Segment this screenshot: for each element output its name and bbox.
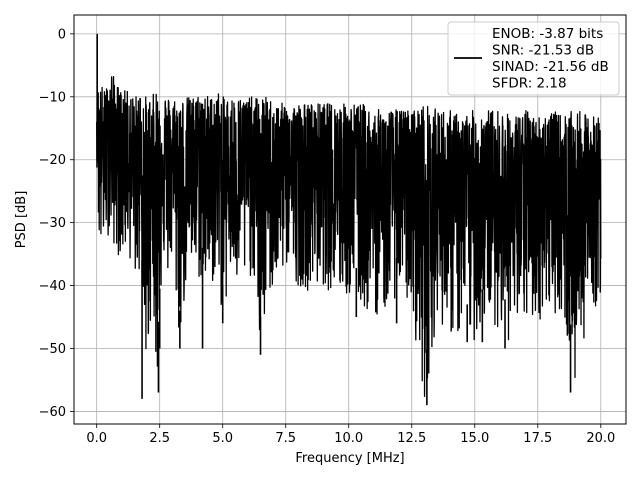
legend-entry-text: SINAD: -21.56 dB: [492, 59, 609, 75]
x-tick-label: 0.0: [86, 431, 107, 446]
y-tick-label: −30: [39, 216, 66, 231]
x-axis-label: Frequency [MHz]: [295, 451, 404, 466]
x-tick-label: 5.0: [212, 431, 233, 446]
x-tick-label: 17.5: [523, 431, 552, 446]
y-tick-label: −20: [39, 153, 66, 168]
psd-trace: [96, 41, 602, 398]
x-tick-label: 7.5: [275, 431, 296, 446]
x-tick-label: 10.0: [334, 431, 363, 446]
legend-entry-text: SFDR: 2.18: [492, 76, 567, 92]
x-tick-label: 12.5: [397, 431, 426, 446]
axis-ticks: 0.0 2.5 5.0 7.5 10.0 12.5 15.0 17.5 20.0 0 −10 −20 −…: [39, 27, 616, 446]
x-tick-label: 20.0: [586, 431, 615, 446]
y-tick-label: −50: [39, 342, 66, 357]
y-axis-label: PSD [dB]: [14, 191, 29, 249]
y-tick-label: −40: [39, 279, 66, 294]
y-tick-label: 0: [58, 27, 66, 42]
x-tick-label: 15.0: [460, 431, 489, 446]
y-tick-label: −10: [39, 90, 66, 105]
legend-box: [447, 21, 620, 96]
legend-entry-text: ENOB: -3.87 bits: [492, 26, 603, 42]
x-tick-label: 2.5: [149, 431, 170, 446]
plot-area: [96, 33, 602, 406]
plot-frame: [73, 14, 627, 425]
y-tick-label: −60: [39, 405, 66, 420]
legend-entry-text: SNR: -21.53 dB: [492, 43, 594, 59]
